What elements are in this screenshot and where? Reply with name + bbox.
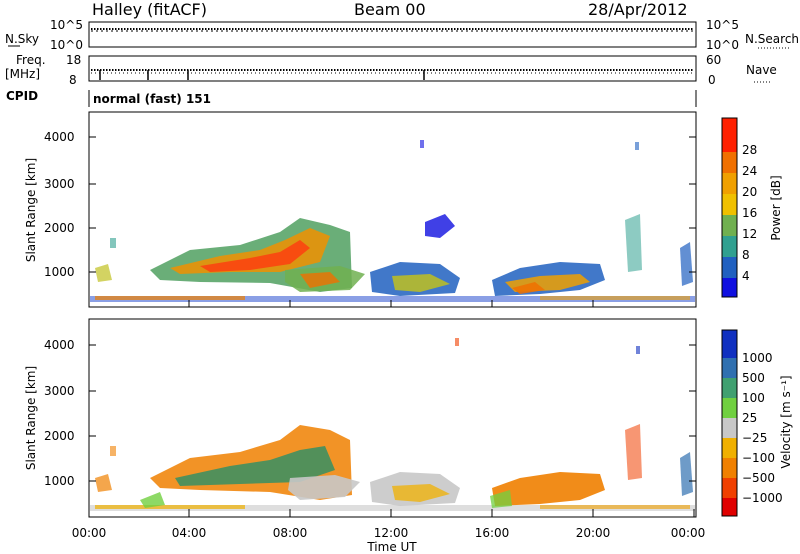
freq-unit-label: [MHz]: [5, 67, 40, 81]
xlabel: Time UT: [366, 540, 417, 554]
cpid-strip: CPID normal (fast) 151: [6, 89, 697, 107]
freq-label: Freq.: [16, 53, 46, 67]
cpid-text: normal (fast) 151: [93, 92, 211, 106]
power-ytick-2000: 2000: [44, 221, 75, 235]
nsky-strip: N.Sky 10^5 10^0 10^5 10^0 N.Search: [5, 18, 799, 52]
velocity-cbtick-minus100: −100: [742, 451, 775, 465]
cpid-label: CPID: [6, 89, 38, 103]
power-colorbar-label: Power [dB]: [769, 175, 783, 240]
power-ytick-4000: 4000: [44, 130, 75, 144]
time-axis: 00:00 04:00 08:00 12:00 16:00 20:00 00:0…: [72, 509, 706, 554]
beam-title: Beam 00: [354, 0, 426, 19]
power-y-ticks: 1000 2000 3000 4000: [44, 130, 696, 279]
nsearch-tick-bottom: 10^0: [706, 38, 739, 52]
power-scatter-echoes: [90, 140, 695, 302]
power-ytick-3000: 3000: [44, 177, 75, 191]
velocity-ytick-2000: 2000: [44, 429, 75, 443]
velocity-y-ticks: 1000 2000 3000 4000: [44, 338, 696, 488]
nsearch-tick-top: 10^5: [706, 18, 739, 32]
velocity-cbtick-minus500: −500: [742, 471, 775, 485]
nsky-tick-bottom: 10^0: [50, 38, 83, 52]
power-cbtick-8: 8: [742, 248, 750, 262]
xtick-1200: 12:00: [374, 526, 409, 540]
station-title: Halley (fitACF): [92, 0, 207, 19]
power-cbtick-28: 28: [742, 143, 757, 157]
freq-strip: Freq. [MHz] 18 8 60 0 Nave: [5, 53, 777, 87]
velocity-panel: 1000 2000 3000 4000 Slant Range [km] 100…: [24, 318, 793, 518]
nsearch-label: N.Search: [745, 32, 799, 46]
velocity-cbtick-100: 100: [742, 391, 765, 405]
xtick-0400: 04:00: [172, 526, 207, 540]
velocity-cbtick-minus25: −25: [742, 431, 767, 445]
velocity-cbtick-1000: 1000: [742, 351, 773, 365]
freq-tick-bottom: 8: [69, 73, 77, 87]
xtick-0800: 08:00: [273, 526, 308, 540]
velocity-scatter-echoes: [90, 338, 695, 511]
nave-tick-bottom: 0: [708, 73, 716, 87]
xtick-2400: 00:00: [671, 526, 706, 540]
velocity-cbtick-500: 500: [742, 371, 765, 385]
nave-tick-top: 60: [706, 53, 721, 67]
power-cbtick-4: 4: [742, 269, 750, 283]
date-title: 28/Apr/2012: [588, 0, 688, 19]
power-ytick-1000: 1000: [44, 265, 75, 279]
power-cbtick-20: 20: [742, 185, 757, 199]
velocity-ytick-4000: 4000: [44, 338, 75, 352]
nsky-label: N.Sky: [5, 32, 39, 46]
power-panel: 1000 2000 3000 4000 Slant Range [km] 4 8…: [24, 111, 783, 308]
nsky-tick-top: 10^5: [50, 18, 83, 32]
velocity-ytick-1000: 1000: [44, 474, 75, 488]
velocity-ytick-3000: 3000: [44, 384, 75, 398]
power-cbtick-24: 24: [742, 164, 757, 178]
velocity-colorbar: 1000 500 100 25 −25 −100 −500 −1000 Velo…: [721, 329, 793, 517]
freq-tick-top: 18: [66, 53, 81, 67]
power-cbtick-12: 12: [742, 227, 757, 241]
nave-label: Nave: [746, 63, 777, 77]
power-cbtick-16: 16: [742, 206, 757, 220]
velocity-ylabel: Slant Range [km]: [24, 366, 38, 470]
velocity-cbtick-minus1000: −1000: [742, 491, 783, 505]
xtick-0000: 00:00: [72, 526, 107, 540]
xtick-1600: 16:00: [475, 526, 510, 540]
velocity-cbtick-25: 25: [742, 411, 757, 425]
power-ylabel: Slant Range [km]: [24, 158, 38, 262]
xtick-2000: 20:00: [576, 526, 611, 540]
power-colorbar: 4 8 12 16 20 24 28 Power [dB]: [721, 117, 783, 298]
velocity-colorbar-label: Velocity [m s⁻¹]: [779, 375, 793, 468]
power-x-ticks: [188, 300, 594, 307]
